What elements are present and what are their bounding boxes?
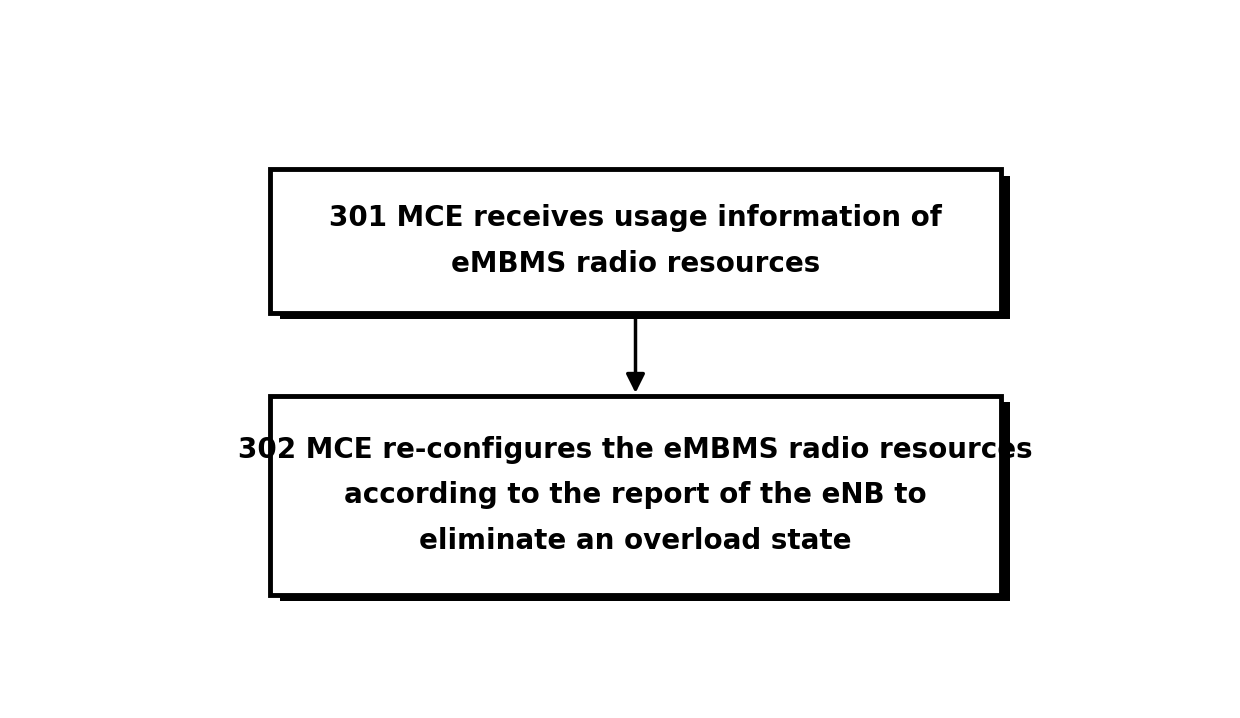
Bar xyxy=(270,169,1001,313)
Text: 302 MCE re-configures the eMBMS radio resources
according to the report of the e: 302 MCE re-configures the eMBMS radio re… xyxy=(238,436,1033,555)
Bar xyxy=(270,396,1001,595)
Text: 301 MCE receives usage information of
eMBMS radio resources: 301 MCE receives usage information of eM… xyxy=(329,204,942,278)
Bar xyxy=(280,402,1011,602)
Bar xyxy=(280,176,1011,320)
